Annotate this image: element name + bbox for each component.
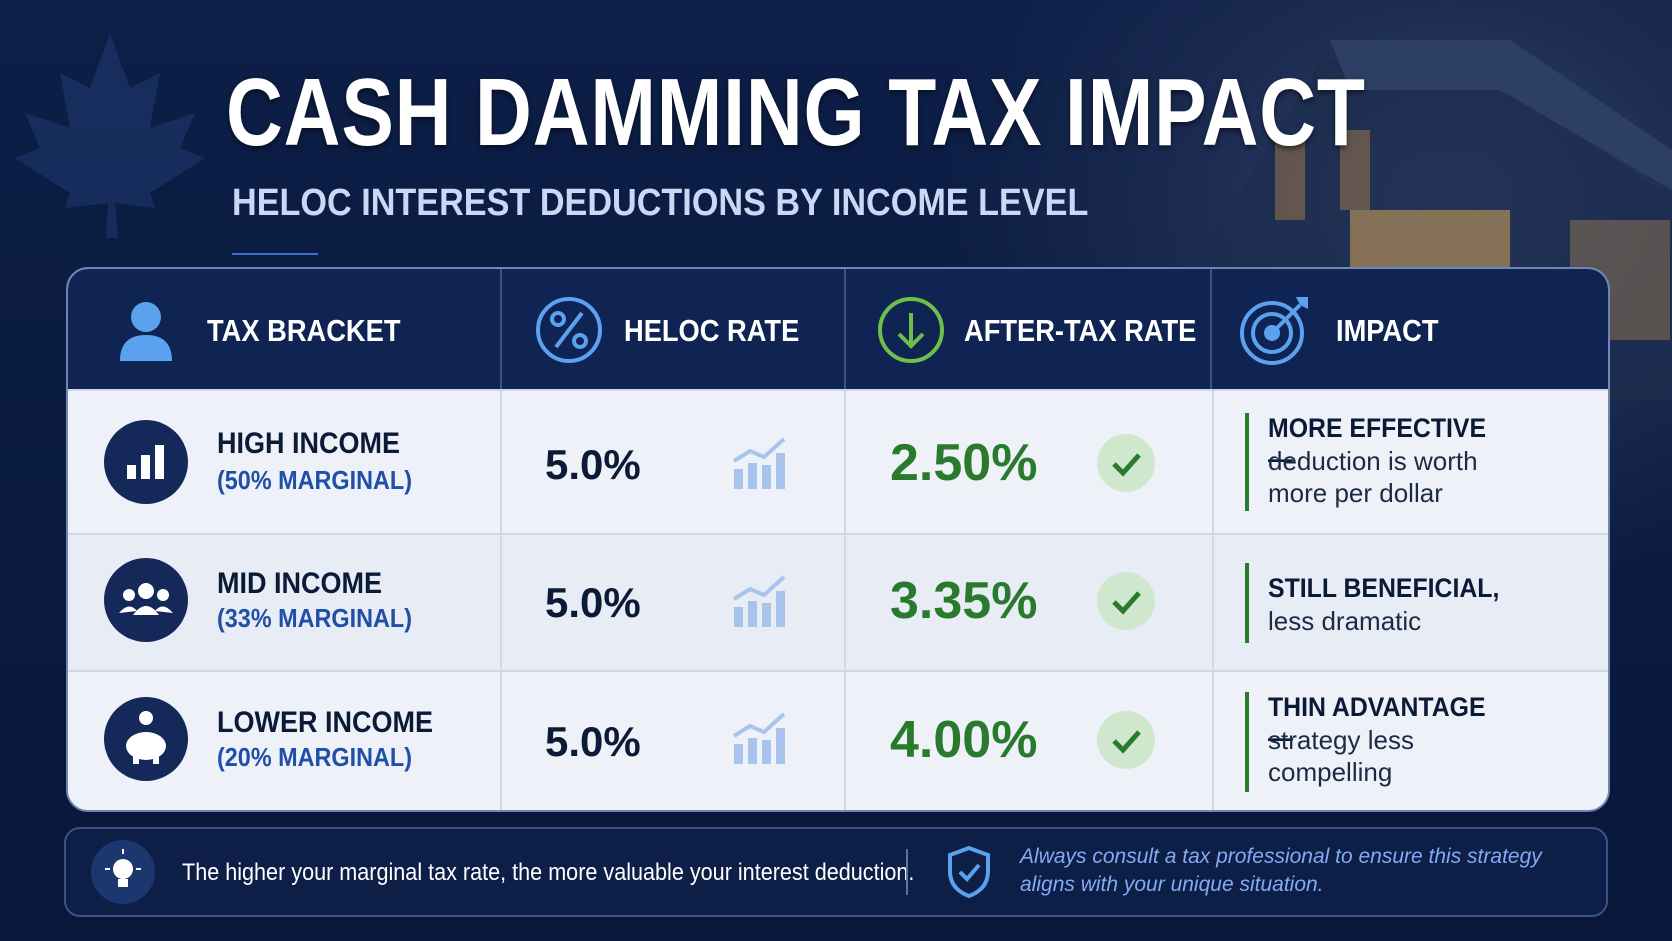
header-cell: AFTER-TAX RATE [846,269,1212,389]
column-header: AFTER-TAX RATE [964,313,1197,348]
bracket-cell: HIGH INCOME (50% MARGINAL) [68,391,502,535]
footer: The higher your marginal tax rate, the m… [64,827,1608,917]
marginal-rate: (33% MARGINAL) [217,603,413,633]
footer-note: The higher your marginal tax rate, the m… [182,859,915,886]
disclaimer: Always consult a tax professional to ens… [1020,845,1542,896]
trend-icon [732,712,786,764]
marginal-rate: (50% MARGINAL) [217,465,413,495]
bar-icon [104,420,188,504]
after-tax-rate: 4.00% [890,711,1038,769]
impact-title: MORE EFFECTIVE — [1268,413,1487,474]
title: CASH DAMMING TAX IMPACT [226,59,1366,166]
after-tax-rate: 3.35% [890,572,1038,630]
trend-icon [732,575,786,627]
header-cell: TAX BRACKET [68,269,502,389]
trend-icon [732,437,786,489]
bulb-icon [91,840,155,904]
bracket-name: HIGH INCOME [217,427,401,460]
impact-text: strategy less compelling [1268,725,1414,787]
maple-leaf [15,33,205,238]
column-header: IMPACT [1336,313,1439,348]
header-cell: HELOC RATE [502,269,846,389]
check-icon [1097,711,1155,769]
impact-bar [1245,413,1249,511]
accent-line [232,253,318,255]
bracket-name: LOWER INCOME [217,706,433,739]
impact-title: STILL BENEFICIAL, [1268,573,1500,603]
target-icon [1240,297,1308,365]
percent-icon [536,297,602,363]
after-tax-rate: 2.50% [890,434,1038,492]
bracket-cell: MID INCOME (33% MARGINAL) [68,535,502,672]
marginal-rate: (20% MARGINAL) [217,742,413,772]
impact-text: deduction is worth more per dollar [1268,446,1478,508]
impact-bar [1245,563,1249,643]
after-tax-cell [844,535,1214,672]
person-icon [120,302,172,361]
piggy-icon [104,697,188,781]
group-icon [104,558,188,642]
heloc-rate: 5.0% [545,579,641,626]
impact-title: THIN ADVANTAGE — [1268,692,1486,753]
shield-icon [948,845,990,899]
after-tax-cell [844,672,1214,810]
table-row: MID INCOME (33% MARGINAL) 5.0% 3.35% STI… [68,533,1608,672]
bracket-name: MID INCOME [217,567,382,600]
table-row: HIGH INCOME (50% MARGINAL) 5.0% 2.50% MO… [68,389,1608,535]
down-arrow-icon [878,297,944,363]
bracket-cell: LOWER INCOME (20% MARGINAL) [68,672,502,810]
divider [906,849,908,895]
check-icon [1097,572,1155,630]
column-header: HELOC RATE [624,313,800,348]
impact-text: less dramatic [1268,606,1422,636]
column-header: TAX BRACKET [207,313,401,348]
after-tax-cell [844,391,1214,535]
subtitle: HELOC INTEREST DEDUCTIONS BY INCOME LEVE… [232,182,1089,224]
table-row: LOWER INCOME (20% MARGINAL) 5.0% 4.00% T… [68,670,1608,810]
header-cell: IMPACT [1212,269,1608,389]
check-icon [1097,434,1155,492]
heloc-rate: 5.0% [545,441,641,488]
impact-bar [1245,692,1249,792]
heloc-rate: 5.0% [545,718,641,765]
tax-table: TAX BRACKET HELOC RATE AFTER-TAX RATE IM… [66,267,1610,812]
